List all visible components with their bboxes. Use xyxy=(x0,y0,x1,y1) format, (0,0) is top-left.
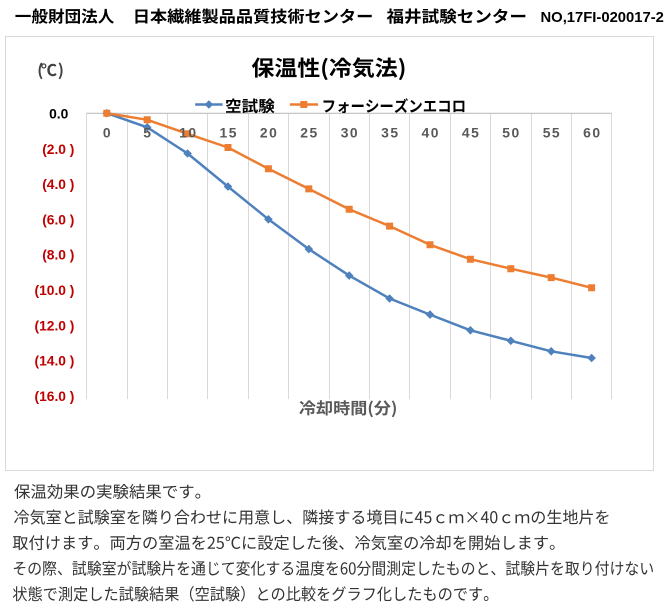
svg-text:(8.0 ): (8.0 ) xyxy=(42,248,74,263)
svg-text:(6.0 ): (6.0 ) xyxy=(42,212,74,227)
svg-text:(4.0 ): (4.0 ) xyxy=(42,177,74,192)
svg-text:(10.0 ): (10.0 ) xyxy=(35,283,75,298)
svg-text:50: 50 xyxy=(502,125,520,141)
svg-text:10: 10 xyxy=(179,125,197,141)
svg-text:30: 30 xyxy=(341,125,359,141)
svg-text:5: 5 xyxy=(143,125,152,141)
svg-text:60: 60 xyxy=(583,125,601,141)
svg-text:NO,17FI-020017-2: NO,17FI-020017-2 xyxy=(541,10,664,26)
svg-text:15: 15 xyxy=(220,125,238,141)
svg-text:(14.0 ): (14.0 ) xyxy=(35,354,75,369)
svg-text:25: 25 xyxy=(300,125,318,141)
svg-text:40: 40 xyxy=(422,125,440,141)
svg-text:(2.0 ): (2.0 ) xyxy=(42,142,74,157)
svg-text:35: 35 xyxy=(381,125,399,141)
svg-text:45: 45 xyxy=(462,125,480,141)
svg-text:20: 20 xyxy=(260,125,278,141)
svg-text:55: 55 xyxy=(543,125,561,141)
svg-text:0.0: 0.0 xyxy=(49,107,69,122)
svg-text:0: 0 xyxy=(103,125,112,141)
svg-text:(16.0 ): (16.0 ) xyxy=(35,389,75,404)
svg-text:(12.0 ): (12.0 ) xyxy=(35,318,75,333)
